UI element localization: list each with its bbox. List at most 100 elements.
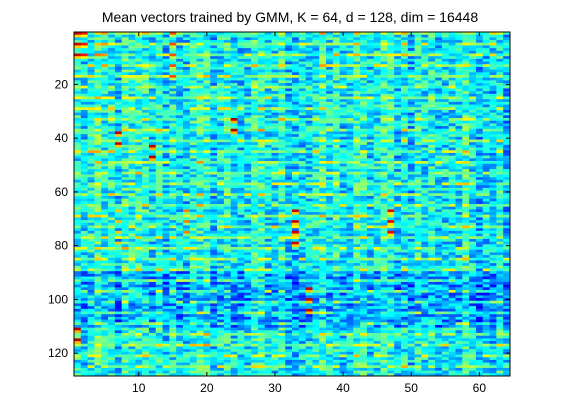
heatmap-cell	[108, 198, 116, 202]
heatmap-cell	[108, 330, 116, 334]
heatmap-cell	[176, 107, 184, 111]
heatmap-cell	[230, 193, 238, 197]
heatmap-cell	[74, 308, 82, 312]
heatmap-cell	[305, 85, 313, 89]
heatmap-cell	[312, 53, 320, 57]
heatmap-cell	[217, 193, 225, 197]
heatmap-cell	[108, 93, 116, 97]
heatmap-cell	[74, 163, 82, 167]
heatmap-cell	[101, 247, 109, 251]
heatmap-cell	[244, 263, 252, 267]
heatmap-cell	[121, 247, 129, 251]
heatmap-cell	[94, 247, 102, 251]
heatmap-cell	[101, 85, 109, 89]
heatmap-cell	[257, 152, 266, 157]
heatmap-cell	[169, 247, 177, 251]
heatmap-cell	[169, 236, 177, 240]
heatmap-cell	[74, 48, 82, 52]
heatmap-cell	[183, 290, 191, 294]
heatmap-cell	[101, 349, 109, 353]
heatmap-cell	[87, 349, 95, 353]
heatmap-cell	[326, 64, 334, 68]
heatmap-cell	[251, 85, 259, 89]
heatmap-cell	[312, 187, 320, 191]
heatmap-cell	[135, 255, 143, 259]
heatmap-cell	[223, 335, 232, 339]
heatmap-cell	[203, 182, 211, 186]
heatmap-cell	[176, 48, 184, 52]
heatmap-cell	[298, 101, 307, 105]
heatmap-cell	[217, 179, 225, 183]
heatmap-cell	[101, 300, 109, 304]
heatmap-cell	[305, 195, 313, 200]
heatmap-cell	[332, 338, 341, 342]
heatmap-cell	[230, 343, 238, 347]
heatmap-cell	[203, 37, 211, 41]
heatmap-cell	[121, 359, 129, 363]
heatmap-cell	[326, 77, 334, 81]
heatmap-cell	[230, 42, 238, 46]
heatmap-cell	[278, 134, 286, 138]
heatmap-cell	[264, 249, 272, 253]
heatmap-cell	[319, 351, 327, 355]
heatmap-cell	[319, 319, 327, 323]
heatmap-cell	[101, 77, 109, 81]
heatmap-cell	[217, 225, 225, 229]
heatmap-cell	[251, 93, 259, 97]
heatmap-cell	[292, 163, 300, 167]
heatmap-cell	[196, 85, 204, 89]
heatmap-cell	[210, 263, 218, 267]
heatmap-cell	[101, 171, 109, 175]
heatmap-cell	[162, 319, 170, 323]
heatmap-cell	[203, 249, 211, 253]
heatmap-cell	[142, 169, 150, 173]
heatmap-cell	[257, 163, 266, 167]
heatmap-cell	[251, 257, 259, 261]
heatmap-cell	[155, 37, 163, 41]
heatmap-cell	[305, 284, 313, 288]
heatmap-cell	[305, 201, 313, 205]
heatmap-cell	[196, 193, 204, 197]
heatmap-cell	[230, 314, 238, 318]
heatmap-cell	[128, 109, 136, 114]
heatmap-cell	[74, 349, 82, 353]
heatmap-cell	[135, 77, 143, 81]
heatmap-cell	[155, 195, 163, 200]
heatmap-cell	[101, 123, 109, 127]
heatmap-cell	[257, 58, 266, 62]
heatmap-cell	[271, 311, 279, 315]
heatmap-cell	[94, 101, 102, 105]
heatmap-cell	[101, 330, 109, 334]
heatmap-cell	[285, 139, 293, 143]
heatmap-cell	[244, 69, 252, 73]
heatmap-cell	[210, 80, 218, 84]
heatmap-cell	[196, 185, 204, 189]
heatmap-cell	[298, 257, 307, 261]
heatmap-cell	[217, 281, 225, 286]
heatmap-cell	[142, 45, 150, 49]
heatmap-cell	[169, 34, 177, 38]
heatmap-cell	[244, 217, 252, 221]
heatmap-cell	[332, 99, 341, 103]
heatmap-cell	[196, 341, 204, 345]
heatmap-cell	[230, 308, 238, 312]
heatmap-cell	[257, 249, 266, 253]
heatmap-cell	[305, 249, 313, 253]
heatmap-cell	[210, 174, 218, 178]
heatmap-cell	[176, 359, 184, 363]
heatmap-cell	[278, 139, 286, 143]
heatmap-cell	[203, 187, 211, 191]
heatmap-cell	[148, 150, 157, 154]
heatmap-cell	[162, 249, 170, 253]
heatmap-cell	[257, 166, 266, 170]
heatmap-cell	[210, 179, 218, 183]
heatmap-cell	[142, 126, 150, 130]
heatmap-cell	[203, 56, 211, 60]
heatmap-cell	[271, 179, 279, 183]
heatmap-cell	[196, 169, 204, 173]
heatmap-cell	[128, 96, 136, 100]
heatmap-cell	[183, 147, 191, 151]
heatmap-cell	[257, 252, 266, 256]
heatmap-cell	[196, 80, 204, 84]
heatmap-cell	[251, 112, 259, 116]
